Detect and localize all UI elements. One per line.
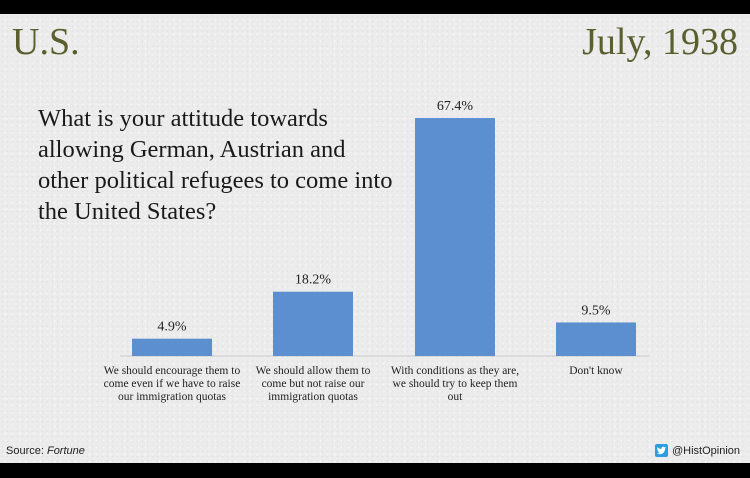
source-label: Source:: [6, 445, 47, 457]
region-label: U.S.: [12, 21, 80, 63]
bar-value-label-1: 4.9%: [157, 320, 187, 335]
poll-question: What is your attitude towards allowing G…: [38, 105, 393, 225]
category-label-1: We should encourage them to come even if…: [103, 365, 241, 403]
source-name: Fortune: [46, 445, 85, 457]
bar-4: [556, 322, 636, 356]
bars-group: 4.9% 18.2% 67.4% 9.5%: [132, 99, 636, 356]
credit: @HistOpinion: [654, 444, 740, 457]
date-label: July, 1938: [582, 21, 738, 63]
chart-slide: U.S. July, 1938 What is your attitude to…: [0, 14, 750, 463]
bar-2: [273, 291, 353, 356]
category-label-2: We should allow them to come but not rai…: [255, 365, 371, 403]
bar-3: [415, 118, 495, 356]
bar-value-label-2: 18.2%: [295, 273, 332, 288]
source-note: Source: Fortune: [6, 445, 85, 457]
bar-chart: 4.9% 18.2% 67.4% 9.5%: [120, 99, 650, 357]
category-label-4: Don't know: [569, 365, 623, 377]
credit-handle: @HistOpinion: [671, 444, 740, 457]
bar-1: [132, 338, 212, 356]
bar-value-label-3: 67.4%: [437, 99, 474, 114]
bar-value-label-4: 9.5%: [581, 303, 611, 318]
category-label-3: With conditions as they are, we should t…: [390, 365, 520, 403]
twitter-icon: [654, 444, 668, 457]
